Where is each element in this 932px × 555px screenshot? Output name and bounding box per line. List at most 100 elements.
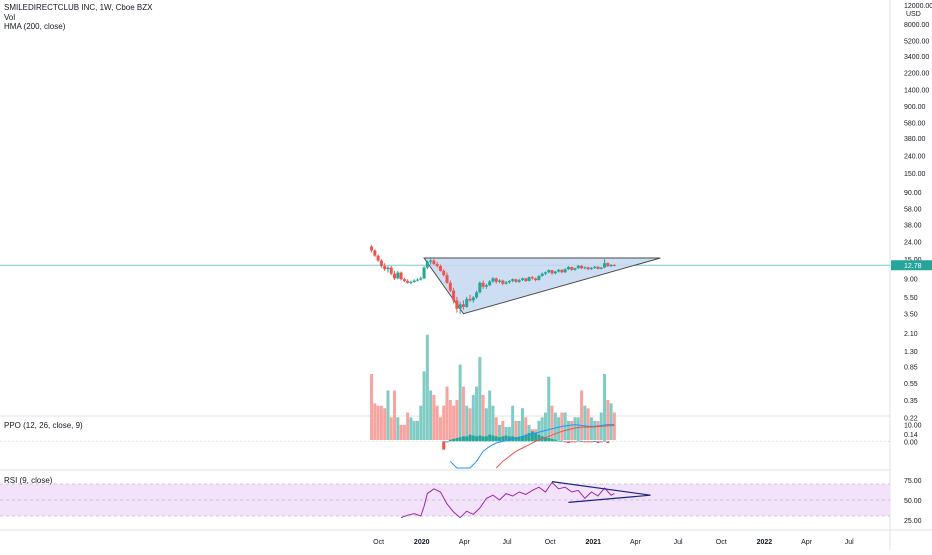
ppo-histogram-bar [471, 435, 475, 442]
ppo-histogram-bar [478, 435, 482, 442]
candle-body [612, 264, 616, 266]
ppo-histogram-bar [484, 436, 488, 442]
volume-bar [416, 420, 419, 440]
volume-bar [399, 424, 403, 440]
volume-bar [419, 405, 423, 440]
candle-body [435, 264, 439, 267]
ppo-series-line [449, 424, 615, 469]
time-axis-tick: Apr [459, 539, 471, 546]
ppo-histogram-bar [573, 441, 577, 443]
hma-legend[interactable]: HMA (200, close) [4, 22, 66, 31]
ppo-histogram-bar [534, 433, 538, 442]
candle-body [445, 275, 449, 283]
volume-bar [409, 417, 413, 440]
last-price-badge [891, 260, 932, 271]
volume-bar [576, 417, 580, 440]
candle-body [511, 279, 515, 281]
volume-bar [504, 426, 508, 440]
ppo-histogram-bar [524, 434, 528, 442]
ppo-histogram-bar [570, 441, 574, 443]
symbol-legend[interactable]: SMILEDIRECTCLUB INC, 1W, Cboe BZX [4, 3, 153, 12]
ppo-histogram-bar [498, 437, 502, 442]
candle-body [425, 261, 429, 268]
candle-body [540, 273, 544, 276]
volume-bar [468, 408, 472, 440]
ppo-histogram-bar [494, 436, 498, 442]
volume-bar [501, 420, 505, 440]
volume-bar [406, 412, 410, 440]
volume-bar [448, 399, 452, 440]
price-axis-tick: 5.50 [904, 295, 918, 302]
ppo-histogram-bar [475, 436, 479, 442]
last-price-label: 12.78 [904, 263, 922, 270]
rsi-line [400, 481, 615, 519]
volume-bar [593, 420, 597, 440]
volume-bar [507, 426, 511, 440]
time-axis-tick: Jul [503, 539, 512, 546]
ppo-histogram-bar [586, 441, 590, 443]
candle-body [389, 267, 393, 274]
ppo-histogram-bar [603, 440, 607, 442]
candle-body [448, 282, 452, 291]
volume-bar [465, 405, 469, 440]
candle-body [589, 267, 593, 270]
price-axis-tick: 24.00 [904, 240, 922, 247]
price-axis[interactable]: 8000.00 5200.00 3400.00 2200.00 1400.00 900.0… [891, 3, 932, 525]
volume-bar [491, 405, 495, 440]
volume-bar [603, 373, 607, 440]
ppo-histogram-bar [550, 438, 554, 442]
candle-body [570, 266, 574, 270]
candle-body [543, 272, 547, 274]
candle-body [406, 280, 410, 283]
ppo-histogram-bar [576, 440, 580, 442]
candle-body [461, 304, 465, 307]
candle-body [560, 269, 564, 273]
volume-bar [583, 405, 587, 440]
volume-bar [370, 373, 374, 440]
time-axis-tick: 2022 [757, 539, 773, 546]
candle-body [412, 280, 416, 282]
time-axis-tick: Jul [845, 539, 854, 546]
ppo-histogram-bar [527, 433, 531, 442]
ppo-histogram-bar [560, 440, 564, 442]
price-axis-tick: 900.00 [904, 104, 926, 111]
rsi-trendline-upper [551, 481, 651, 496]
ppo-histogram-bar [547, 438, 551, 442]
volume-bar [379, 405, 383, 440]
rsi-pane [0, 481, 890, 519]
volume-bar [573, 417, 577, 440]
ppo-histogram-bar [507, 436, 511, 442]
volume-bar [478, 357, 482, 440]
candle-body [465, 298, 469, 307]
volume-bar [589, 417, 593, 440]
candle-body [527, 277, 531, 281]
time-axis[interactable]: Oct 2020 Apr Jul Oct 2021 Apr Jul Oct 2022 Apr Jul [373, 539, 854, 546]
ppo-histogram-bar [465, 436, 469, 442]
volume-bar [481, 394, 485, 440]
ppo-histogram-bar [517, 437, 521, 442]
candle-body [471, 297, 475, 301]
ascending-triangle-drawing[interactable] [423, 257, 661, 315]
time-axis-tick: Jul [674, 539, 683, 546]
candle-body [530, 277, 534, 279]
price-axis-tick: 2.10 [904, 331, 918, 338]
ppo-histogram-bar [596, 441, 600, 443]
candle-body [517, 280, 521, 282]
volume-bar [498, 424, 502, 440]
candle-body [370, 246, 374, 251]
time-axis-tick: Oct [716, 539, 727, 546]
volume-bar [511, 405, 515, 440]
price-axis-tick: 5200.00 [904, 38, 929, 45]
rsi-axis-tick: 75.00 [904, 478, 922, 485]
volume-legend[interactable]: Vol [4, 13, 16, 22]
rsi-legend[interactable]: RSI (9, close) [4, 476, 53, 485]
price-axis-tick: 0.85 [904, 365, 918, 372]
candle-body [586, 267, 590, 270]
candle-body [547, 270, 551, 273]
ppo-legend[interactable]: PPO (12, 26, close, 9) [4, 421, 83, 430]
volume-bar [373, 403, 377, 440]
candle-body [452, 290, 456, 301]
candle-body [494, 278, 498, 282]
